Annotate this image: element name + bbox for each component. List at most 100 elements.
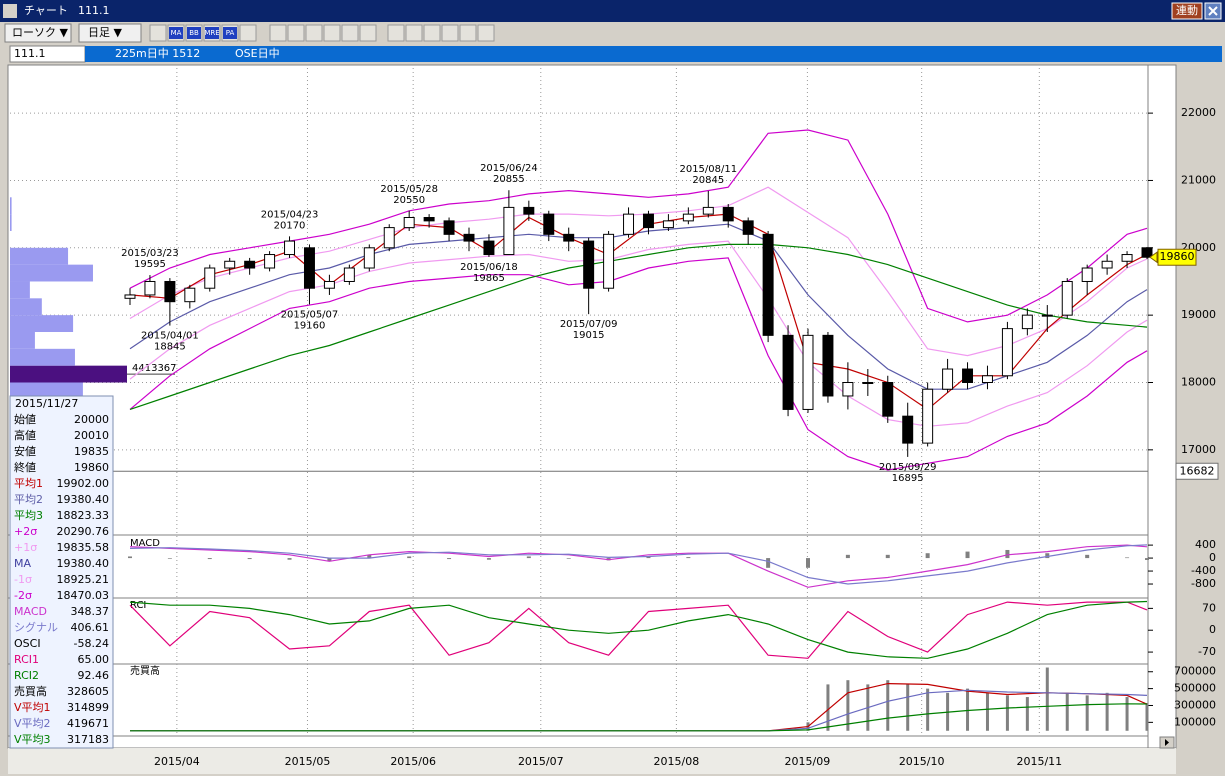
plot: 2015/04 2015/05 2015/06 2015/07 2015/08 2015/… [10,68,1219,768]
tool-button[interactable] [323,24,341,42]
candle-body [363,247,375,269]
osci-bar [247,558,252,560]
y-tick-label: 300000 [1174,698,1216,711]
tool-button[interactable] [387,24,405,42]
annotation-value: 18845 [154,342,186,353]
osci-bar [407,556,412,559]
close-icon [1208,6,1218,16]
candle-body [862,381,874,384]
tool-icon-label: PA [226,29,235,37]
tool-button[interactable] [405,24,423,42]
candle-body [144,280,156,296]
overlay-line [129,243,1148,410]
annotation-date: 2015/07/09 [560,319,618,330]
x-tick-label: 2015/09 [785,755,831,768]
annotation-date: 2015/09/29 [879,462,937,473]
osci-bar [526,556,531,559]
volume-bar [1065,692,1069,731]
symbol: 111.1 [14,47,46,60]
candle-body [942,368,954,390]
overlay-line [129,240,1148,427]
panel-label: 平均1 [14,476,43,490]
candle-body [1061,280,1073,316]
tool-button[interactable] [269,24,287,42]
candle-body [642,213,654,229]
candle-body [503,206,515,256]
candle-body [682,213,694,222]
overlay-line [129,257,1148,471]
tool-button[interactable] [149,24,167,42]
x-tick-label: 2015/10 [899,755,945,768]
y-tick-label: -70 [1198,645,1216,658]
annotation-date: 2015/06/18 [460,262,518,273]
candle-body [702,206,714,215]
period-dropdown[interactable] [78,23,142,43]
volume-average-line [130,703,1148,732]
candle-body [463,233,475,242]
tool-icon-label: MA [171,29,182,37]
volume-profile-bar [10,331,35,349]
panel-value: 20000 [74,413,109,426]
tool-button[interactable] [305,24,323,42]
indicator-line [129,544,1148,588]
tool-button[interactable] [477,24,495,42]
panel-label: 高値 [14,428,36,442]
osci-bar [925,553,930,559]
date-axis-area [8,748,1176,774]
volume-profile-bar [10,197,12,215]
annotation-value: 20855 [493,174,525,185]
panel-label: +2σ [14,525,37,538]
annotation-date: 2015/04/23 [261,209,319,220]
y-tick-label: 21000 [1181,173,1216,186]
info-panel: 2015/11/27 始値 20000 高値 20010 安値 19835 終値 19860 平均… [9,395,114,749]
candle-body [443,220,455,235]
y-tick-label: 18000 [1181,375,1216,388]
tool-button[interactable] [287,24,305,42]
panel-value: 406.61 [71,621,110,634]
volume-bar [926,688,930,731]
overlay-line [129,129,1148,323]
style-dropdown[interactable] [4,23,72,43]
panel-label: 安値 [14,445,36,458]
candle-body [623,213,635,235]
volume-bar [1085,695,1089,731]
annotation-value: 16895 [892,473,924,484]
y-tick-label: 400 [1195,538,1216,551]
tool-button[interactable] [239,24,257,42]
annotation-value: 20845 [692,175,724,186]
tool-button[interactable] [423,24,441,42]
panel-value: 419671 [67,717,109,730]
x-tick-label: 2015/07 [518,755,564,768]
title-bar [0,0,1225,22]
panel-label: MA [14,557,31,570]
candle-body [822,334,834,397]
candle-body [383,227,395,249]
tool-button[interactable] [341,24,359,42]
indicator-line [129,601,1148,659]
link-button-label: 連動 [1176,3,1198,17]
osci-bar [646,556,651,559]
toolbar-icons: MA BB MRE PA [149,24,495,42]
last-price-label: 19860 [1160,250,1195,263]
tool-button[interactable] [359,24,377,42]
candle-body [303,247,315,289]
link-button[interactable] [1171,2,1203,20]
y-tick-label: 500000 [1174,682,1216,695]
panel-label: シグナル [14,620,58,634]
volume-bar [1005,695,1009,731]
x-tick-label: 2015/08 [654,755,700,768]
tool-icon-bg [205,27,219,39]
y-tick-label: 19000 [1181,308,1216,321]
candle-body [1021,314,1033,330]
panel-label: +1σ [14,541,37,554]
cursor-label: 16682 [1180,464,1215,477]
candle-body [343,267,355,282]
candle-body [204,267,216,289]
tool-button[interactable] [441,24,459,42]
tool-button[interactable] [459,24,477,42]
volume-bar [1105,692,1109,731]
window-title: チャート [24,4,68,17]
panel-label: RCI2 [14,669,39,682]
candle-body [523,206,535,215]
